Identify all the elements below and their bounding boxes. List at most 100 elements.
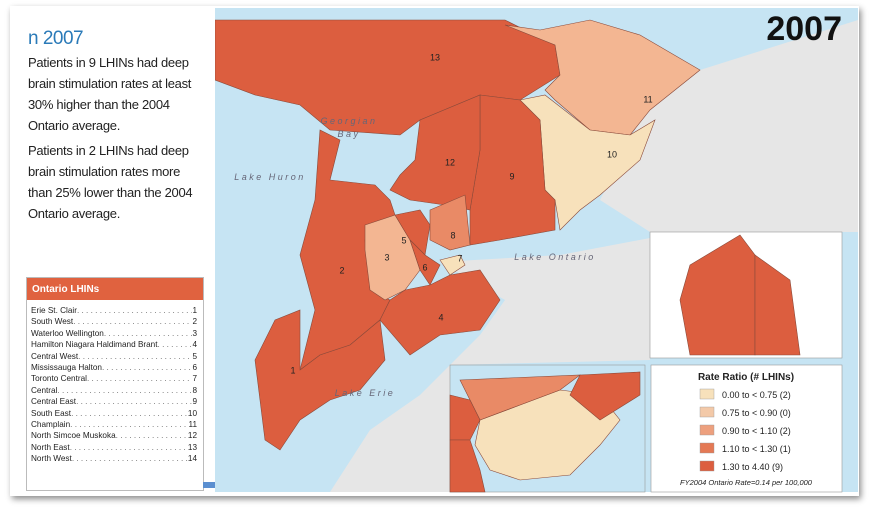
region-label: 2 xyxy=(339,265,344,275)
water-label: Lake Huron xyxy=(234,172,306,182)
region xyxy=(449,439,486,493)
leader xyxy=(71,408,188,419)
region-label: 4 xyxy=(438,312,443,322)
table-row: Erie St. Clair 1 xyxy=(27,305,203,316)
lhin-name: Toronto Central xyxy=(31,374,87,384)
inset-north xyxy=(649,231,843,359)
water-label: Lake Erie xyxy=(335,388,396,398)
table-row: Toronto Central 7 xyxy=(27,373,203,384)
region xyxy=(254,309,386,451)
lhin-name: North West xyxy=(31,454,72,464)
table-row: Waterloo Wellington 3 xyxy=(27,328,203,339)
lhin-number: 3 xyxy=(192,328,197,338)
lhin-name: Central West xyxy=(31,351,79,361)
lhin-table: Ontario LHINs Erie St. Clair 1 South West 2… xyxy=(26,277,204,491)
region-label: 9 xyxy=(509,171,514,181)
region xyxy=(379,269,501,356)
region-label: 11 xyxy=(643,94,652,104)
table-row: Mississauga Halton 6 xyxy=(27,362,203,373)
region-label: 13 xyxy=(430,52,440,62)
title: n 2007 xyxy=(28,28,84,49)
year: 2007 xyxy=(766,10,842,48)
region-label: 5 xyxy=(401,235,406,245)
lhin-name: Mississauga Halton xyxy=(31,363,102,373)
region xyxy=(569,371,641,421)
region xyxy=(409,239,441,286)
water-label: Lake Ontario xyxy=(514,252,596,262)
legend-label: 0.90 to < 1.10 (2) xyxy=(722,426,791,436)
lhin-number: 10 xyxy=(187,408,197,418)
region xyxy=(754,254,801,356)
lhin-name: Central xyxy=(31,385,58,395)
region-label: 6 xyxy=(422,262,427,272)
legend-label: 0.75 to < 0.90 (0) xyxy=(722,408,791,418)
leader xyxy=(70,419,188,430)
table-row: Central East 9 xyxy=(27,396,203,407)
lhin-name: Erie St. Clair xyxy=(31,306,77,315)
leader xyxy=(70,442,188,453)
paragraph: Patients in 9 LHINs had deep brain stimu… xyxy=(28,55,192,133)
region-label: 1 xyxy=(290,365,295,375)
lhin-number: 2 xyxy=(192,317,197,327)
lhin-name: North Simcoe Muskoka xyxy=(31,431,116,441)
lhin-number: 14 xyxy=(187,454,197,464)
leader xyxy=(87,373,192,384)
region-label: 12 xyxy=(445,157,455,167)
lhin-number: 11 xyxy=(188,420,198,430)
table-row: Champlain 11 xyxy=(27,419,203,430)
marker xyxy=(203,482,215,488)
leader xyxy=(116,430,188,441)
legend-swatch xyxy=(699,442,715,454)
lhin-number: 13 xyxy=(187,442,197,452)
quebec-land xyxy=(600,20,858,232)
region xyxy=(429,194,471,251)
leader xyxy=(57,385,192,396)
table-row: North Simcoe Muskoka 12 xyxy=(27,430,203,441)
paragraph: Patients in 2 LHINs had deep brain stimu… xyxy=(28,143,193,221)
legend-swatch xyxy=(699,424,715,436)
water-label: Bay xyxy=(337,129,360,139)
legend-swatch xyxy=(699,388,715,400)
lhin-name: South West xyxy=(31,317,74,327)
legend-label: 1.10 to < 1.30 (1) xyxy=(722,444,791,454)
legend-box xyxy=(650,364,843,493)
legend-swatch xyxy=(699,406,715,418)
lhin-name: Champlain xyxy=(31,420,71,430)
leader xyxy=(78,351,192,362)
legend-title: Rate Ratio (# LHINs) xyxy=(698,372,794,383)
table-title: Ontario LHINs xyxy=(27,278,203,300)
region-label: 3 xyxy=(384,252,389,262)
table-row: North East 13 xyxy=(27,442,203,453)
lhin-number: 5 xyxy=(192,351,197,361)
leader xyxy=(104,328,193,339)
lhin-number: 12 xyxy=(187,431,197,441)
lhin-number: 4 xyxy=(192,340,197,350)
lhin-number: 6 xyxy=(192,363,197,373)
leader xyxy=(72,453,188,464)
left-panel: n 2007 Patients in 9 LHINs had deep brai… xyxy=(12,8,215,492)
region xyxy=(449,394,481,441)
lhin-number: 9 xyxy=(192,397,197,407)
table-row: North West 14 xyxy=(27,453,203,464)
region xyxy=(439,254,466,276)
regions xyxy=(214,19,701,451)
table-row: Hamilton Niagara Haldimand Brant 4 xyxy=(27,339,203,350)
lhin-name: Waterloo Wellington xyxy=(31,328,104,338)
table-row: South East 10 xyxy=(27,408,203,419)
lhin-number: 1 xyxy=(192,306,197,315)
legend-note: FY2004 Ontario Rate=0.14 per 100,000 xyxy=(680,478,813,487)
leader xyxy=(77,305,192,316)
region-label: 8 xyxy=(450,230,455,240)
legend-label: 1.30 to 4.40 (9) xyxy=(722,462,783,472)
leader xyxy=(73,316,192,327)
region-label: 10 xyxy=(607,149,617,159)
table-rows: Erie St. Clair1South West2Waterloo Welli… xyxy=(27,300,203,465)
table-row: South West 2 xyxy=(27,316,203,327)
lhin-name: North East xyxy=(31,442,70,452)
table-row: Central West 5 xyxy=(27,351,203,362)
region xyxy=(394,209,431,256)
lhin-name: South East xyxy=(31,408,72,418)
leader xyxy=(102,362,192,373)
lhin-name: Central East xyxy=(31,397,77,407)
